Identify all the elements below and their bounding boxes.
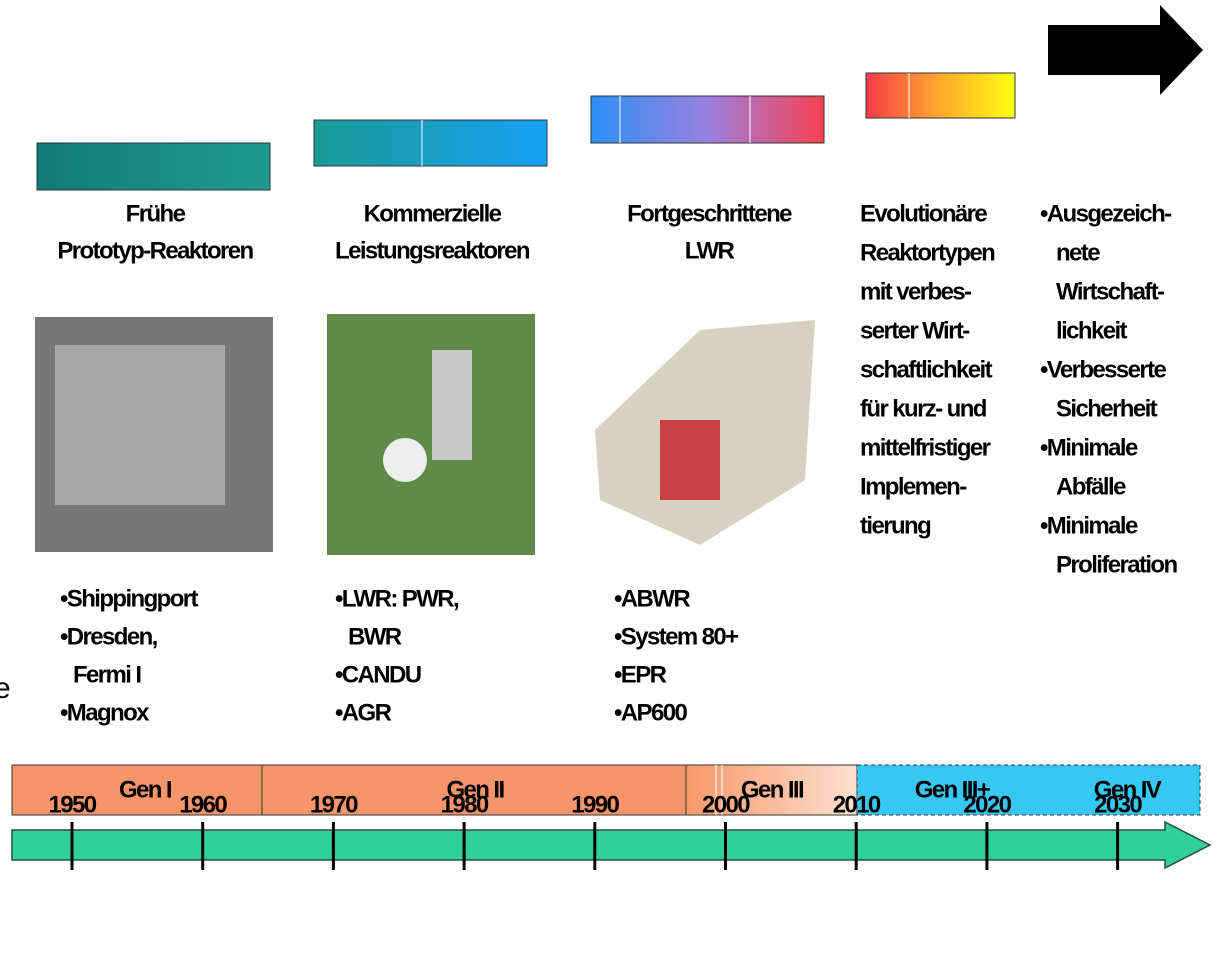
bullet-item: •Minimale <box>1040 434 1138 461</box>
year-label: 1980 <box>441 791 489 818</box>
bullet-item: •Ausgezeich- <box>1040 200 1172 227</box>
photo-detail <box>383 438 427 482</box>
column-title: Kommerzielle <box>364 200 502 227</box>
year-label: 1990 <box>571 791 619 818</box>
year-label: 2000 <box>702 791 750 818</box>
year-label: 2030 <box>1094 791 1142 818</box>
bullet-item: •Minimale <box>1040 512 1138 539</box>
column-title: Leistungsreaktoren <box>335 237 530 264</box>
gen-bar <box>37 143 270 190</box>
year-label: 1960 <box>179 791 227 818</box>
gen-bar <box>866 73 1015 118</box>
bullet-item: Sicherheit <box>1056 395 1158 422</box>
column-title: Fortgeschrittene <box>627 200 792 227</box>
column-title: serter Wirt- <box>860 317 970 344</box>
bullet-item: •Verbesserte <box>1040 356 1167 383</box>
future-arrow <box>1048 5 1203 95</box>
timeline-arrow <box>12 822 1210 868</box>
column-title: mit verbes- <box>860 278 972 305</box>
photo-detail <box>660 420 720 500</box>
bullet-item: BWR <box>348 623 402 650</box>
column-title: tierung <box>860 512 931 539</box>
cut-off-text: e <box>0 672 10 705</box>
bullet-item: •Dresden, <box>60 623 158 650</box>
bullet-item: •CANDU <box>335 661 421 688</box>
bullet-item: Abfälle <box>1056 473 1126 500</box>
bullet-item: •AP600 <box>614 699 687 726</box>
gen-bar <box>591 96 824 143</box>
generation-label: Gen I <box>119 776 172 803</box>
column-title: mittelfristiger <box>860 434 991 461</box>
photo-commercial-plant <box>327 314 535 555</box>
column-title: für kurz- und <box>860 395 987 422</box>
column-title: Evolutionäre <box>860 200 987 227</box>
diagram: Frühe Prototyp-Reaktoren •Shippingport •Dre… <box>0 0 1219 959</box>
bullet-item: lichkeit <box>1056 317 1128 344</box>
column-title: Reaktortypen <box>860 239 995 266</box>
bullet-item: •EPR <box>614 661 667 688</box>
bullet-item: •System 80+ <box>614 623 739 650</box>
bullet-item: •AGR <box>335 699 392 726</box>
year-label: 1970 <box>310 791 358 818</box>
column-title: Prototyp-Reaktoren <box>57 237 253 264</box>
bullet-item: •ABWR <box>614 585 690 612</box>
column-title: LWR <box>685 237 735 264</box>
column-title: Implemen- <box>860 473 967 500</box>
bullet-item: Fermi I <box>73 661 141 688</box>
photo-detail <box>432 350 472 460</box>
column-title: schaftlichkeit <box>860 356 993 383</box>
bullet-item: •Shippingport <box>60 585 199 612</box>
year-label: 1950 <box>49 791 97 818</box>
bullet-item: •LWR: PWR, <box>335 585 459 612</box>
bullet-item: Proliferation <box>1056 551 1177 578</box>
bullet-item: nete <box>1056 239 1100 266</box>
year-label: 2010 <box>833 791 881 818</box>
bullet-item: Wirtschaft- <box>1056 278 1165 305</box>
year-label: 2020 <box>963 791 1011 818</box>
photo-detail <box>55 345 225 505</box>
bullet-item: •Magnox <box>60 699 150 726</box>
generation-label: Gen III <box>741 776 804 803</box>
column-title: Frühe <box>126 200 186 227</box>
gen-bar <box>314 120 547 166</box>
